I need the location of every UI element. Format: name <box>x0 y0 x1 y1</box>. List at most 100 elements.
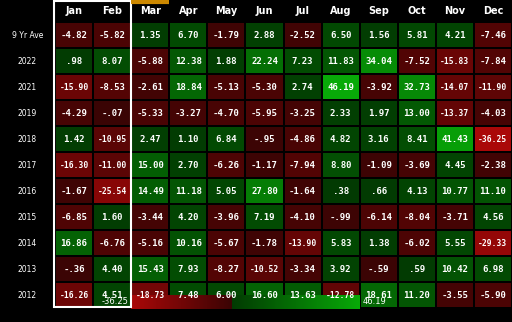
Bar <box>360 153 397 177</box>
Text: Sep: Sep <box>368 6 389 16</box>
Bar <box>360 127 397 151</box>
Bar <box>170 127 206 151</box>
Bar <box>243 295 245 309</box>
Bar <box>139 295 141 309</box>
Bar <box>216 295 218 309</box>
Text: 15.43: 15.43 <box>137 264 164 273</box>
Text: -.36: -.36 <box>63 264 85 273</box>
Text: -5.13: -5.13 <box>213 82 240 91</box>
Text: 2.74: 2.74 <box>292 82 313 91</box>
Bar <box>291 295 293 309</box>
Text: -6.85: -6.85 <box>60 213 88 222</box>
Text: 11.83: 11.83 <box>327 56 354 65</box>
Bar <box>285 231 321 255</box>
Bar <box>158 295 159 309</box>
Bar <box>135 295 136 309</box>
Bar <box>184 295 185 309</box>
Bar <box>235 295 237 309</box>
Text: -3.92: -3.92 <box>365 82 392 91</box>
Bar <box>355 295 357 309</box>
Bar <box>56 49 92 73</box>
Text: -15.90: -15.90 <box>59 82 89 91</box>
Bar <box>346 295 348 309</box>
Bar <box>323 23 359 47</box>
Text: -25.54: -25.54 <box>97 186 127 195</box>
Bar <box>253 295 255 309</box>
Bar <box>259 295 261 309</box>
Text: 12.38: 12.38 <box>175 56 202 65</box>
Bar <box>155 295 157 309</box>
Bar <box>132 127 168 151</box>
Bar <box>208 127 244 151</box>
Text: 5.83: 5.83 <box>330 239 351 248</box>
Bar <box>211 295 213 309</box>
Text: 10.16: 10.16 <box>175 239 202 248</box>
Bar <box>285 257 321 281</box>
Bar <box>274 295 275 309</box>
Bar <box>437 231 473 255</box>
Bar <box>163 295 165 309</box>
Text: -1.78: -1.78 <box>251 239 278 248</box>
Text: 6.70: 6.70 <box>178 31 199 40</box>
Bar <box>198 295 199 309</box>
Text: 1.35: 1.35 <box>139 31 161 40</box>
Bar <box>303 295 304 309</box>
Bar <box>132 205 168 229</box>
Bar <box>224 295 225 309</box>
Bar <box>323 295 325 309</box>
Bar <box>94 205 130 229</box>
Bar <box>241 295 243 309</box>
Bar <box>354 295 356 309</box>
Bar <box>264 295 265 309</box>
Text: 7.19: 7.19 <box>254 213 275 222</box>
Bar <box>140 295 142 309</box>
Bar <box>202 295 204 309</box>
Bar <box>232 295 233 309</box>
Bar <box>321 295 323 309</box>
Bar <box>475 231 511 255</box>
Text: -5.33: -5.33 <box>137 109 164 118</box>
Bar <box>475 23 511 47</box>
Text: 2012: 2012 <box>18 290 37 299</box>
Bar <box>333 295 335 309</box>
Bar <box>280 295 281 309</box>
Text: 4.13: 4.13 <box>406 186 428 195</box>
Bar <box>360 205 397 229</box>
Text: 16.86: 16.86 <box>60 239 88 248</box>
Bar <box>186 295 188 309</box>
Text: Nov: Nov <box>444 6 465 16</box>
Text: 22.24: 22.24 <box>251 56 278 65</box>
Text: 4.20: 4.20 <box>178 213 199 222</box>
Bar <box>208 75 244 99</box>
Bar <box>347 295 349 309</box>
Bar <box>196 295 198 309</box>
Text: 16.60: 16.60 <box>251 290 278 299</box>
Bar <box>234 295 236 309</box>
Bar <box>246 205 283 229</box>
Bar <box>276 295 278 309</box>
Bar <box>475 49 511 73</box>
Bar <box>228 295 230 309</box>
Text: 13.63: 13.63 <box>289 290 316 299</box>
Bar <box>179 295 181 309</box>
Text: 2.70: 2.70 <box>178 160 199 169</box>
Text: -.07: -.07 <box>101 109 123 118</box>
Text: -2.52: -2.52 <box>289 31 316 40</box>
Bar <box>193 295 195 309</box>
Bar <box>205 295 207 309</box>
Text: -12.78: -12.78 <box>326 290 355 299</box>
Bar <box>265 295 266 309</box>
Bar <box>323 49 359 73</box>
Text: 2013: 2013 <box>18 264 37 273</box>
Bar <box>94 231 130 255</box>
Text: 5.05: 5.05 <box>216 186 237 195</box>
Bar <box>267 295 269 309</box>
Bar <box>294 295 296 309</box>
Text: Feb: Feb <box>102 6 122 16</box>
Bar <box>273 295 274 309</box>
Bar <box>399 179 435 203</box>
Bar <box>338 295 339 309</box>
Bar <box>208 257 244 281</box>
Bar <box>349 295 351 309</box>
Bar <box>94 23 130 47</box>
